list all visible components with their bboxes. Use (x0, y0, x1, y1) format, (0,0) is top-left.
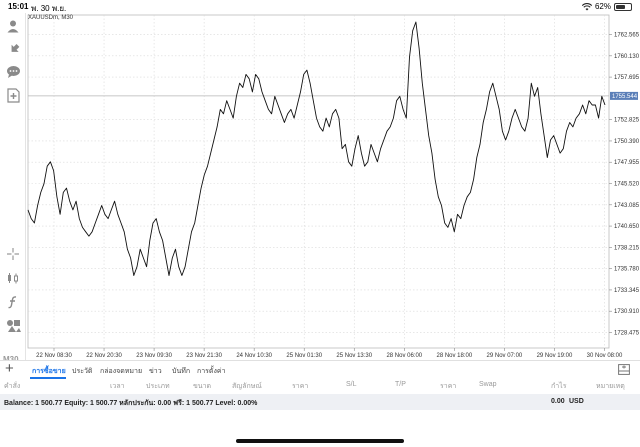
x-tick-label: 23 Nov 09:30 (136, 353, 172, 359)
account-currency: USD (569, 398, 584, 405)
tab-news[interactable]: ข่าว (149, 368, 162, 375)
battery-percent: 62% (594, 2, 611, 11)
y-tick-label: 1743.085 (614, 203, 640, 209)
order-column-headers: คำสั่ง เวลา ประเภท ขนาด สัญลักษณ์ ราคา S… (0, 378, 640, 394)
x-tick-label: 28 Nov 06:00 (386, 353, 422, 359)
terminal-tabs: + การซื้อขาย ประวัติ กล่องจดหมาย ข่าว บั… (0, 360, 640, 379)
tab-mailbox[interactable]: กล่องจดหมาย (100, 368, 143, 375)
objects-icon[interactable] (4, 317, 22, 335)
panel-toggle-icon[interactable] (618, 364, 630, 375)
chat-icon[interactable] (4, 63, 22, 81)
status-date: พ. 30 พ.ย. (31, 4, 67, 13)
total-profit: 0.00 (551, 398, 565, 405)
x-tick-label: 22 Nov 08:30 (36, 353, 72, 359)
balance-summary: Balance: 1 500.77 Equity: 1 500.77 หลักป… (4, 400, 258, 407)
x-tick-label: 24 Nov 10:30 (236, 353, 272, 359)
status-right: 62% (581, 2, 632, 11)
y-tick-label: 1762.565 (614, 33, 640, 39)
col-time: เวลา (110, 383, 125, 390)
y-tick-label: 1730.910 (614, 309, 640, 315)
add-icon[interactable]: + (5, 360, 14, 377)
col-order: คำสั่ง (4, 383, 21, 390)
x-tick-label: 29 Nov 07:00 (487, 353, 523, 359)
col-comment: หมายเหตุ (596, 383, 625, 390)
col-sl: S/L (346, 381, 357, 388)
col-open-price: ราคา (292, 383, 309, 390)
left-toolbar: M30 (0, 13, 26, 364)
balance-row: Balance: 1 500.77 Equity: 1 500.77 หลักป… (0, 394, 640, 410)
y-tick-label: 1733.345 (614, 288, 640, 294)
y-tick-label: 1750.390 (614, 139, 640, 145)
col-swap: Swap (479, 381, 497, 388)
trade-icon[interactable] (4, 40, 22, 58)
function-icon[interactable] (4, 293, 22, 311)
x-tick-label: 22 Nov 20:30 (86, 353, 122, 359)
home-indicator[interactable] (236, 439, 404, 443)
account-icon[interactable] (4, 17, 22, 35)
y-tick-label: 1747.955 (614, 160, 640, 166)
x-tick-label: 25 Nov 13:30 (336, 353, 372, 359)
battery-icon (614, 2, 632, 11)
tab-history[interactable]: ประวัติ (72, 368, 93, 375)
status-bar: 15:01 พ. 30 พ.ย. 62% (0, 0, 640, 13)
price-chart[interactable]: 22 Nov 08:30 22 Nov 20:30 23 Nov 09:30 23 N… (26, 13, 640, 360)
tab-settings[interactable]: การตั้งค่า (197, 368, 226, 375)
x-tick-label: 25 Nov 01:30 (286, 353, 322, 359)
new-order-icon[interactable] (4, 86, 22, 104)
y-tick-label: 1757.695 (614, 75, 640, 81)
y-tick-label: 1745.520 (614, 182, 640, 188)
col-symbol: สัญลักษณ์ (232, 383, 262, 390)
y-tick-label: 1752.825 (614, 118, 640, 124)
x-tick-label: 30 Nov 08:00 (587, 353, 623, 359)
chart-symbol-title: XAUUSDm, M30 (28, 15, 74, 21)
status-time: 15:01 (8, 2, 29, 11)
price-series-line (27, 21, 606, 276)
tab-trade[interactable]: การซื้อขาย (32, 368, 66, 375)
x-tick-label: 29 Nov 19:00 (537, 353, 573, 359)
chart-area[interactable]: 22 Nov 08:30 22 Nov 20:30 23 Nov 09:30 23 N… (26, 13, 640, 360)
timeframe-label[interactable]: M30 (3, 355, 19, 364)
y-tick-label: 1760.130 (614, 54, 640, 60)
col-profit: กำไร (551, 383, 567, 390)
plot-frame (27, 14, 610, 349)
current-price-badge (610, 91, 638, 100)
x-tick-label: 23 Nov 21:30 (186, 353, 222, 359)
y-tick-label: 1738.215 (614, 245, 640, 251)
col-volume: ขนาด (193, 383, 212, 390)
crosshair-icon[interactable] (4, 245, 22, 263)
active-tab-indicator (30, 377, 66, 379)
col-price: ราคา (440, 383, 457, 390)
current-price-label: 1755.544 (612, 94, 638, 100)
y-tick-label: 1728.475 (614, 330, 640, 336)
indicators-icon[interactable] (4, 269, 22, 287)
col-tp: T/P (395, 381, 406, 388)
y-tick-label: 1740.650 (614, 224, 640, 230)
y-tick-label: 1735.780 (614, 267, 640, 273)
col-type: ประเภท (146, 383, 170, 390)
tab-journal[interactable]: บันทึก (172, 368, 191, 375)
wifi-icon (581, 2, 592, 10)
x-tick-label: 28 Nov 18:00 (437, 353, 473, 359)
